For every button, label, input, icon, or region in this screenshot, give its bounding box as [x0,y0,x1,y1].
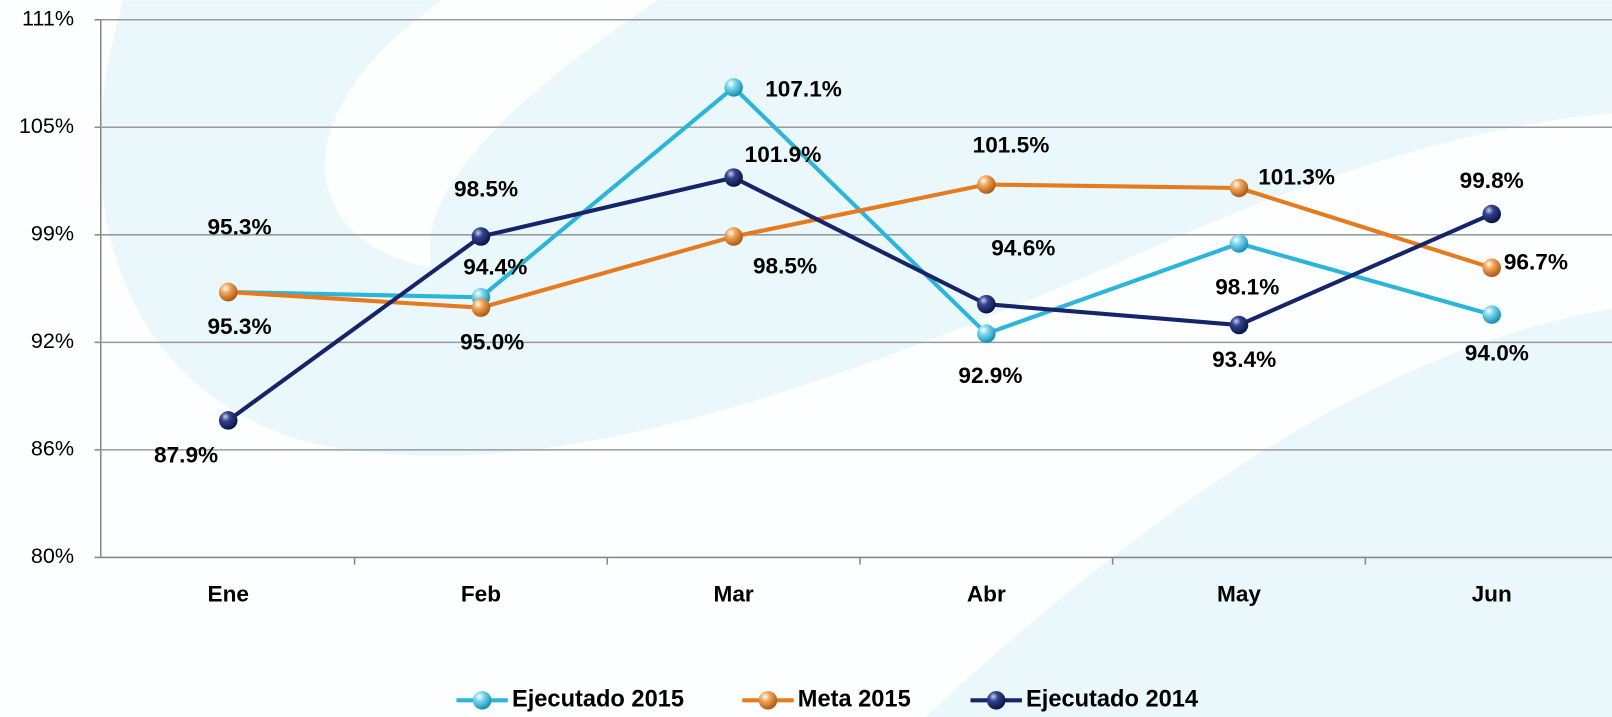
data-label: 92.9% [958,363,1022,388]
data-label: 101.9% [745,142,822,167]
x-tick-label: Feb [461,581,501,606]
legend: Ejecutado 2015 Meta 2015 Ejecutado 2014 [456,687,1199,713]
y-tick-label: 99% [31,221,74,246]
data-label: 98.5% [454,176,518,201]
marker [471,227,491,246]
marker [218,411,238,430]
marker [724,168,743,187]
marker [724,227,743,246]
marker [1229,315,1249,335]
y-tick-label: 92% [31,328,74,353]
legend-label: Ejecutado 2014 [1026,687,1199,713]
x-tick-label: Ene [207,581,248,606]
data-label: 107.1% [765,76,842,101]
series-line [227,175,1493,423]
legend-marker [986,691,1006,710]
data-label: 94.6% [991,236,1055,261]
data-label: 95.0% [460,329,524,354]
series [227,175,1493,423]
data-label: 98.5% [753,253,817,278]
series [228,182,1493,310]
legend-label: Meta 2015 [798,687,911,713]
x-tick-label: Abr [967,581,1006,606]
marker [1482,305,1501,324]
x-tick-label: May [1217,581,1261,606]
marker [977,324,996,343]
legend-marker [472,691,492,710]
series-line [228,182,1493,310]
marker [724,78,743,97]
legend-marker [758,691,778,710]
legend-label: Ejecutado 2015 [512,687,684,713]
data-label: 99.8% [1460,168,1524,193]
x-tick-label: Mar [714,581,754,606]
data-label: 98.1% [1215,275,1279,300]
x-tick-label: Jun [1472,581,1512,606]
y-tick-label: 105% [19,113,74,138]
marker [1229,234,1249,253]
y-tick-label: 86% [31,436,74,461]
y-tick-label: 80% [31,543,74,568]
marker [977,175,996,194]
data-label: 93.4% [1212,347,1276,372]
marker [1482,258,1501,278]
data-label: 101.5% [973,132,1050,157]
data-label: 96.7% [1504,250,1568,275]
plot-area [99,19,1612,559]
data-label: 94.4% [463,255,527,280]
data-label: 95.3% [207,314,271,339]
data-label: 101.3% [1258,165,1335,190]
marker [218,282,238,302]
marker [977,294,996,314]
marker [1482,204,1501,224]
y-tick-label: 111% [22,5,74,30]
marker [471,298,491,317]
data-label: 95.3% [207,214,271,239]
data-label: 87.9% [154,442,218,467]
marker [1229,178,1249,198]
data-label: 94.0% [1465,341,1529,366]
